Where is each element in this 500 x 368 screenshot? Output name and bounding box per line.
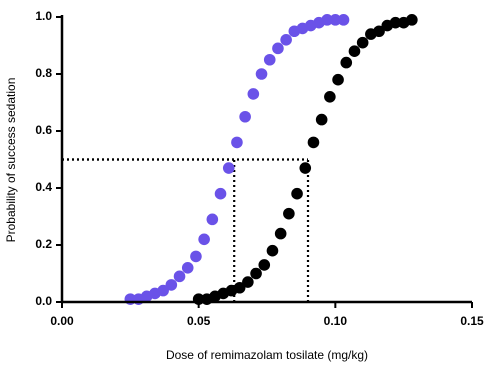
data-point xyxy=(324,91,336,103)
y-tick-label: 1.0 xyxy=(35,9,52,23)
data-point xyxy=(239,110,251,123)
data-point xyxy=(231,136,243,149)
x-tick-label: 0.05 xyxy=(187,314,211,328)
x-tick-label: 0.10 xyxy=(324,314,348,328)
y-tick-label: 0.4 xyxy=(35,180,52,194)
data-point xyxy=(258,259,271,271)
data-point xyxy=(165,279,178,291)
data-point xyxy=(280,34,292,46)
data-point xyxy=(173,270,186,283)
data-point xyxy=(283,207,295,220)
y-tick-label: 0.2 xyxy=(35,237,52,251)
data-point xyxy=(247,88,260,100)
data-point xyxy=(373,25,385,38)
x-tick-label: 0.00 xyxy=(50,314,74,328)
data-point xyxy=(329,14,342,26)
data-point xyxy=(274,227,287,240)
data-point xyxy=(406,14,418,26)
data-point xyxy=(214,187,227,200)
data-point xyxy=(242,276,254,288)
data-point xyxy=(266,244,279,257)
data-point xyxy=(291,187,303,200)
data-point xyxy=(233,281,246,294)
y-tick-label: 0.6 xyxy=(35,123,52,137)
data-point xyxy=(389,16,402,29)
data-point xyxy=(321,14,333,26)
data-point xyxy=(356,36,369,49)
data-point xyxy=(332,73,344,86)
data-point xyxy=(315,113,328,126)
data-point xyxy=(222,162,235,174)
data-point xyxy=(255,68,268,80)
data-point xyxy=(181,262,194,274)
x-axis-title: Dose of remimazolam tosilate (mg/kg) xyxy=(166,348,368,362)
data-point xyxy=(307,136,320,149)
y-tick-label: 0.8 xyxy=(35,66,52,80)
data-point xyxy=(206,213,219,226)
data-point xyxy=(198,233,210,246)
data-point xyxy=(348,45,361,57)
x-tick-label: 0.15 xyxy=(460,314,484,328)
data-point xyxy=(272,42,284,55)
data-point xyxy=(337,14,350,26)
data-point xyxy=(157,284,169,297)
y-tick-label: 0.0 xyxy=(35,294,52,308)
data-point xyxy=(263,53,276,66)
data-point xyxy=(340,56,353,69)
data-point xyxy=(190,250,202,263)
data-point xyxy=(299,162,312,174)
y-axis-title: Probability of success sedation xyxy=(4,78,18,243)
data-point xyxy=(250,267,262,280)
